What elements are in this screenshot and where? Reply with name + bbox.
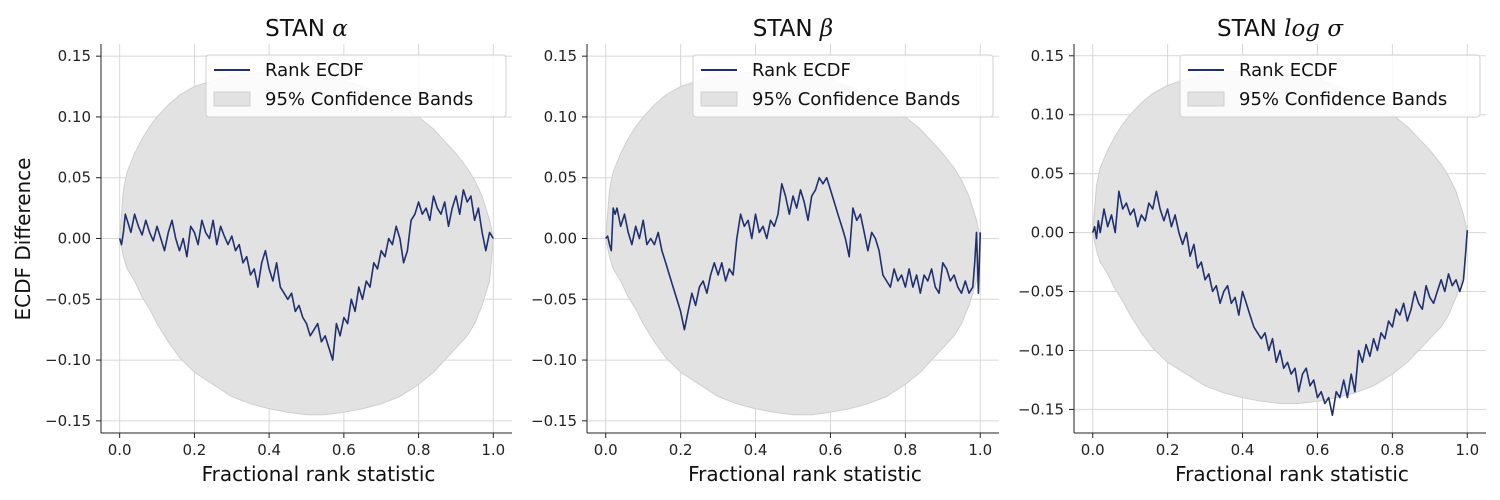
chart-0-x-tick-label-2: 0.4 xyxy=(257,441,281,459)
chart-1-legend-label-rank-ecdf: Rank ECDF xyxy=(752,60,851,81)
panel-stan-beta: 0.0 0.2 0.4 0.6 0.8 1.0 −0.15 −0.10 −0.05 0.00 0.0… xyxy=(531,16,999,486)
chart-0-y-tick-label-3: 0.00 xyxy=(58,230,91,248)
chart-2-legend-band-swatch xyxy=(1187,91,1225,107)
chart-1-y-tick-label-2: −0.05 xyxy=(531,290,577,308)
chart-0-rank-ecdf-line xyxy=(118,189,494,361)
chart-2-y-tick-label-4: 0.05 xyxy=(1031,165,1064,183)
chart-1-x-tick-label-3: 0.6 xyxy=(819,441,843,459)
chart-0-title: STAN α xyxy=(265,16,348,42)
chart-0-x-axis-label: Fractional rank statistic xyxy=(202,462,436,486)
chart-1-title: STAN β xyxy=(753,16,833,42)
chart-1-y-tick-label-3: 0.00 xyxy=(544,230,577,248)
chart-2-y-tick-label-2: −0.05 xyxy=(1018,283,1064,301)
chart-0-x-tick-label-4: 0.8 xyxy=(407,441,431,459)
chart-0-y-tick-label-1: −0.10 xyxy=(45,351,91,369)
chart-2-x-tick-label-4: 0.8 xyxy=(1380,441,1404,459)
chart-2-y-tick-label-0: −0.15 xyxy=(1018,400,1064,418)
chart-0-legend-band-swatch xyxy=(213,91,251,107)
chart-0-confidence-band xyxy=(119,71,494,416)
chart-0-y-tick-label-2: −0.05 xyxy=(45,290,91,308)
chart-0-legend-label-rank-ecdf: Rank ECDF xyxy=(265,60,364,81)
chart-1-y-tick-label-4: 0.05 xyxy=(544,169,577,187)
chart-1-legend-band-swatch xyxy=(700,91,738,107)
chart-2-legend-label-confidence-bands: 95% Confidence Bands xyxy=(1239,89,1447,110)
chart-0-legend xyxy=(205,54,507,118)
y-axis-label: ECDF Difference xyxy=(11,158,35,321)
chart-0-x-tick-label-5: 1.0 xyxy=(481,441,505,459)
chart-1-x-tick-label-4: 0.8 xyxy=(893,441,917,459)
chart-2-title: STAN log σ xyxy=(1217,16,1344,42)
panel-stan-alpha: 0.0 0.2 0.4 0.6 0.8 1.0 −0.15 −0.10 −0.05 0.00 0.0… xyxy=(45,16,512,486)
chart-2-x-tick-label-5: 1.0 xyxy=(1455,441,1479,459)
chart-0-x-tick-label-1: 0.2 xyxy=(182,441,206,459)
chart-2-x-tick-label-2: 0.4 xyxy=(1231,441,1255,459)
panel-stan-log-sigma: 0.0 0.2 0.4 0.6 0.8 1.0 −0.15 −0.10 −0.05 0.00 0.0… xyxy=(1018,16,1486,486)
chart-1-rank-ecdf-line xyxy=(605,176,982,331)
chart-2-legend xyxy=(1179,54,1481,118)
chart-0-y-tick-label-6: 0.15 xyxy=(58,47,91,65)
chart-2-y-tick-label-3: 0.00 xyxy=(1031,224,1064,242)
chart-1-y-tick-label-1: −0.10 xyxy=(531,351,577,369)
chart-1-confidence-band xyxy=(605,71,981,416)
chart-1-legend xyxy=(692,54,994,118)
chart-0-x-tick-label-3: 0.6 xyxy=(332,441,356,459)
chart-1-y-tick-label-0: −0.15 xyxy=(531,412,577,430)
chart-2-x-axis-label: Fractional rank statistic xyxy=(1175,462,1409,486)
chart-2-y-tick-label-5: 0.10 xyxy=(1031,106,1064,124)
chart-2-x-tick-label-0: 0.0 xyxy=(1081,441,1105,459)
chart-0-y-tick-label-5: 0.10 xyxy=(58,108,91,126)
chart-0-y-tick-label-0: −0.15 xyxy=(45,412,91,430)
chart-2-x-tick-label-3: 0.6 xyxy=(1306,441,1330,459)
chart-2-legend-label-rank-ecdf: Rank ECDF xyxy=(1239,60,1338,81)
chart-1-x-tick-label-5: 1.0 xyxy=(968,441,992,459)
chart-1-y-tick-label-5: 0.10 xyxy=(544,108,577,126)
chart-1-x-axis-label: Fractional rank statistic xyxy=(688,462,922,486)
chart-1-legend-label-confidence-bands: 95% Confidence Bands xyxy=(752,89,960,110)
chart-0-y-tick-label-4: 0.05 xyxy=(58,169,91,187)
chart-2-y-tick-label-6: 0.15 xyxy=(1031,47,1064,65)
chart-1-y-tick-label-6: 0.15 xyxy=(544,47,577,65)
chart-0-legend-label-confidence-bands: 95% Confidence Bands xyxy=(265,89,473,110)
chart-1-x-tick-label-0: 0.0 xyxy=(594,441,618,459)
chart-2-x-tick-label-1: 0.2 xyxy=(1156,441,1180,459)
chart-1-x-tick-label-1: 0.2 xyxy=(669,441,693,459)
chart-1-x-tick-label-2: 0.4 xyxy=(744,441,768,459)
chart-2-rank-ecdf-line xyxy=(1091,190,1469,417)
chart-2-y-tick-label-1: −0.10 xyxy=(1018,341,1064,359)
chart-0-x-tick-label-0: 0.0 xyxy=(108,441,132,459)
